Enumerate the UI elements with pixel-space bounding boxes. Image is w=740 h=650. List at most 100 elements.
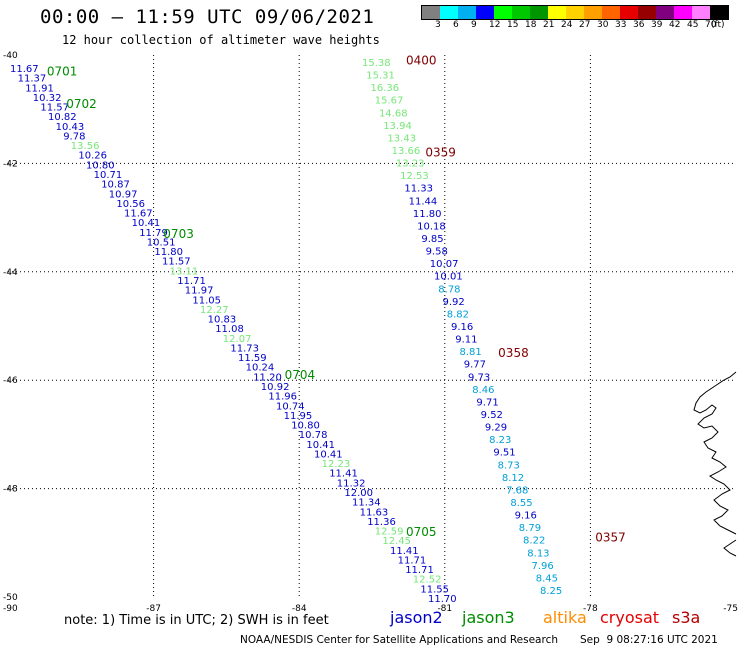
swh-label: 12.00 [344, 488, 373, 499]
legend-swatch [674, 6, 692, 19]
swh-label: 10.43 [56, 122, 85, 133]
time-label: 0357 [595, 530, 626, 544]
swh-label: 10.92 [261, 382, 290, 393]
legend-label: 21 [543, 20, 555, 30]
time-label: 0701 [47, 64, 78, 78]
x-tick-label: -84 [292, 604, 307, 614]
y-tick-label: -48 [3, 485, 18, 495]
swh-label: 7.68 [506, 485, 528, 496]
swh-label: 9.52 [481, 410, 503, 421]
swh-label: 8.13 [527, 548, 549, 559]
satellite-name: s3a [672, 608, 701, 627]
swh-label: 11.20 [253, 372, 282, 383]
legend-label: 42 [669, 20, 681, 30]
swh-label: 9.77 [464, 360, 486, 371]
swh-label: 9.78 [63, 131, 85, 142]
swh-label: 11.63 [360, 507, 389, 518]
legend-swatch [494, 6, 512, 19]
y-tick-label: -44 [3, 268, 18, 278]
swh-label: 10.41 [132, 218, 161, 229]
swh-label: 11.41 [390, 546, 419, 557]
swh-label: 9.73 [468, 372, 490, 383]
swh-label: 12.23 [322, 459, 351, 470]
time-label: 0358 [498, 346, 529, 360]
swh-label: 9.71 [476, 397, 498, 408]
swh-label: 10.80 [291, 421, 320, 432]
legend-label: 27 [579, 20, 591, 30]
legend-swatch [710, 6, 728, 19]
swh-label: 11.96 [268, 392, 297, 403]
x-tick-label: -90 [3, 604, 18, 614]
swh-label: 10.32 [33, 93, 62, 104]
swh-label: 10.18 [417, 221, 446, 232]
swh-label: 13.94 [383, 121, 412, 132]
swh-label: 8.22 [523, 536, 545, 547]
map-subtitle: 12 hour collection of altimeter wave hei… [62, 33, 380, 47]
swh-label: 11.57 [162, 257, 191, 268]
swh-label: 11.67 [124, 209, 153, 220]
swh-label: 12.07 [223, 334, 252, 345]
swh-label: 11.71 [177, 276, 206, 287]
legend-swatch [584, 6, 602, 19]
swh-label: 8.23 [489, 435, 511, 446]
swh-label: 11.73 [230, 343, 259, 354]
legend-swatch [458, 6, 476, 19]
x-tick-label: -78 [583, 604, 598, 614]
legend-label: 15 [507, 20, 519, 30]
coastline [693, 371, 737, 535]
legend-unit: (ft) [711, 20, 725, 30]
swh-label: 10.87 [101, 180, 130, 191]
swh-label: 13.56 [71, 141, 100, 152]
swh-label: 9.16 [451, 322, 473, 333]
swh-label: 9.29 [485, 423, 507, 434]
legend-label: 70 [705, 20, 717, 30]
swh-label: 11.33 [404, 184, 433, 195]
swh-label: 11.79 [139, 228, 168, 239]
swh-label: 11.57 [40, 103, 69, 114]
swh-label: 11.71 [398, 555, 427, 566]
swh-label: 13.11 [170, 266, 199, 277]
x-tick-label: -87 [146, 604, 161, 614]
satellite-name: cryosat [600, 608, 660, 627]
legend-label: 24 [561, 20, 573, 30]
time-label: 0704 [285, 368, 316, 382]
swh-label: 11.80 [154, 247, 183, 258]
credit-line: NOAA/NESDIS Center for Satellite Applica… [240, 634, 558, 646]
swh-label: 9.11 [455, 335, 477, 346]
legend-swatch [620, 6, 638, 19]
legend-swatch [440, 6, 458, 19]
legend-label: 30 [597, 20, 609, 30]
swh-label: 12.59 [375, 527, 404, 538]
satellite-name: jason3 [462, 608, 515, 627]
swh-label: 10.01 [434, 272, 463, 283]
y-tick-label: -50 [3, 593, 18, 603]
swh-label: 11.71 [405, 565, 434, 576]
legend-label: 12 [489, 20, 501, 30]
time-label: 0705 [406, 525, 437, 539]
swh-label: 12.45 [382, 536, 411, 547]
swh-label: 10.41 [306, 440, 335, 451]
legend-swatch [692, 6, 710, 19]
swh-label: 11.34 [352, 498, 381, 509]
swh-label: 10.83 [208, 315, 237, 326]
color-legend: 3 6 9 12 15 18 21 24 27 30 33 36 39 42 45 70 (ft) [421, 5, 729, 30]
satellite-name: altika [543, 608, 587, 627]
map-title: 00:00 – 11:59 UTC 09/06/2021 [40, 6, 375, 28]
swh-label: 11.67 [10, 64, 39, 75]
swh-label: 8.82 [447, 309, 469, 320]
time-label: 0359 [425, 146, 456, 160]
swh-label: 10.74 [276, 401, 305, 412]
swh-label: 11.97 [185, 286, 214, 297]
swh-label: 10.24 [246, 363, 275, 374]
legend-swatch [530, 6, 548, 19]
legend-label: 18 [525, 20, 537, 30]
swh-label: 10.71 [94, 170, 123, 181]
swh-label: 8.73 [498, 460, 520, 471]
swh-label: 8.78 [438, 284, 460, 295]
swh-label: 11.41 [329, 469, 358, 480]
swh-label: 13.66 [392, 146, 421, 157]
swh-label: 11.80 [413, 209, 442, 220]
legend-label: 39 [651, 20, 663, 30]
time-label: 0703 [163, 227, 194, 241]
legend-label: 3 [435, 20, 441, 30]
